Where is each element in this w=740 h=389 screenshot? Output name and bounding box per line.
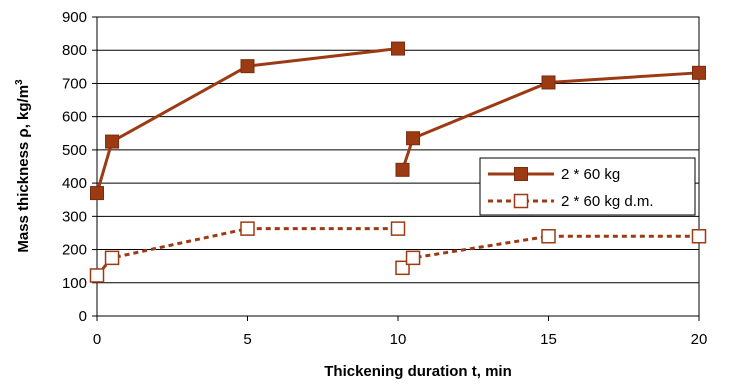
- data-point: [104, 250, 120, 266]
- y-tick-label: 300: [62, 208, 87, 225]
- y-tick-label: 500: [62, 142, 87, 159]
- x-tick-label: 0: [93, 331, 101, 348]
- series-line: [401, 71, 700, 171]
- data-point: [406, 131, 421, 146]
- y-tick-label: 100: [62, 275, 87, 292]
- x-tick-label: 10: [390, 331, 407, 348]
- series-2: [89, 221, 707, 283]
- series-line: [95, 47, 399, 194]
- data-point: [691, 229, 707, 244]
- legend: 2 * 60 kg 2 * 60 kg d.m.: [479, 157, 696, 216]
- data-point: [391, 41, 405, 56]
- data-point: [541, 75, 556, 90]
- data-point: [395, 260, 410, 276]
- data-point: [541, 229, 556, 244]
- legend-marker-series-1: [514, 167, 528, 181]
- data-point: [390, 221, 406, 236]
- data-point: [105, 134, 120, 149]
- y-tick-label: 600: [62, 109, 87, 126]
- data-point: [240, 59, 255, 74]
- series-group: [89, 41, 707, 283]
- y-tick-label: 700: [62, 75, 87, 92]
- series-line: [95, 227, 398, 277]
- data-point: [89, 268, 105, 283]
- axes: 0 100 200 300 400 500 600 700 800 900 0 5 10 15 20: [62, 9, 707, 348]
- y-axis-title-text: Mass thickness ρ, kg/m: [15, 85, 32, 253]
- y-tick-label: 200: [62, 242, 87, 259]
- series-line: [401, 234, 699, 269]
- y-tick-label: 900: [62, 9, 87, 26]
- series-1: [90, 41, 706, 201]
- legend-label-series-1: 2 * 60 kg: [561, 166, 620, 183]
- y-axis-title: Mass thickness ρ, kg/m3: [14, 79, 32, 253]
- data-point: [90, 186, 104, 201]
- legend-label-series-2: 2 * 60 kg d.m.: [561, 193, 654, 210]
- x-tick-label: 5: [243, 331, 251, 348]
- x-axis-title: Thickening duration t, min: [324, 363, 512, 380]
- y-tick-label: 800: [62, 42, 87, 59]
- y-axis-title-superscript: 3: [14, 79, 25, 85]
- y-tick-label: 0: [79, 308, 87, 325]
- data-point: [405, 250, 421, 266]
- data-point: [240, 221, 255, 236]
- x-tick-label: 20: [691, 331, 708, 348]
- data-point: [692, 65, 706, 80]
- legend-marker-series-2: [513, 193, 529, 209]
- x-tick-label: 15: [540, 331, 557, 348]
- data-point: [395, 162, 410, 177]
- y-tick-label: 400: [62, 175, 87, 192]
